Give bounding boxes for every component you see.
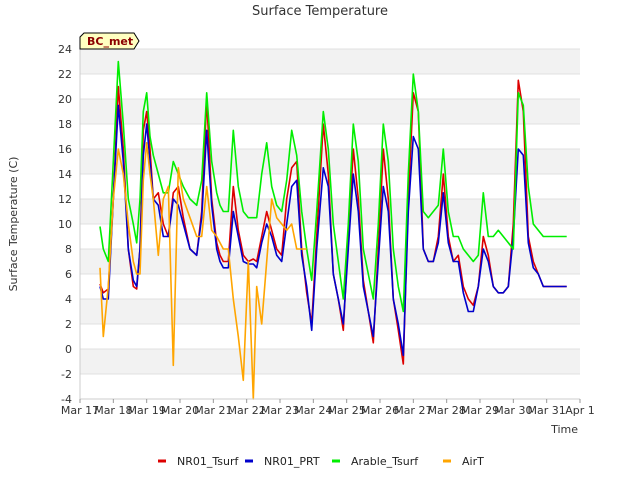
x-tick-label: Mar 17 — [61, 404, 99, 417]
x-tick-label: Apr 1 — [565, 404, 595, 417]
grid-band — [80, 124, 580, 149]
x-tick-label: Mar 27 — [394, 404, 432, 417]
y-tick-label: 4 — [65, 293, 72, 306]
legend-label: NR01_Tsurf — [177, 455, 239, 468]
legend-label: AirT — [462, 455, 484, 468]
y-tick-label: 2 — [65, 318, 72, 331]
axes — [79, 49, 580, 400]
series-layer — [99, 60, 567, 400]
chart-title: Surface Temperature — [252, 4, 388, 19]
y-tick-label: 12 — [58, 193, 72, 206]
y-tick-label: 8 — [65, 243, 72, 256]
x-tick-label: Mar 21 — [194, 404, 232, 417]
x-axis-title: Time — [550, 423, 578, 436]
y-tick-label: 24 — [58, 43, 72, 56]
plot-background-bands — [80, 49, 580, 399]
x-tick-label: Mar 28 — [428, 404, 466, 417]
grid-band — [80, 99, 580, 124]
grid-band — [80, 74, 580, 99]
x-tick-label: Mar 29 — [461, 404, 499, 417]
station-badge-box — [79, 32, 140, 50]
x-tick-label: Mar 31 — [528, 404, 566, 417]
x-tick-label: Mar 20 — [161, 404, 199, 417]
legend-label: NR01_PRT — [264, 455, 320, 468]
x-tick-label: Mar 26 — [361, 404, 399, 417]
x-tick-label: Mar 25 — [328, 404, 366, 417]
grid-band — [80, 324, 580, 349]
y-tick-label: 6 — [65, 268, 72, 281]
grid-band — [80, 299, 580, 324]
station-badge: BC_met — [79, 32, 140, 50]
x-tick-label: Mar 19 — [128, 404, 166, 417]
y-tick-label: 22 — [58, 68, 72, 81]
grid-band — [80, 349, 580, 374]
y-axis-title: Surface Temperature (C) — [7, 157, 20, 292]
grid-band — [80, 249, 580, 274]
legend-label: Arable_Tsurf — [351, 455, 419, 468]
y-tick-label: 0 — [65, 343, 72, 356]
grid-band — [80, 49, 580, 74]
series-line-airt — [99, 142, 307, 400]
grid-band — [80, 374, 580, 399]
x-tick-label: Mar 23 — [261, 404, 299, 417]
y-tick-label: 20 — [58, 93, 72, 106]
y-tick-label: 10 — [58, 218, 72, 231]
series-line-nr01-prt — [99, 104, 567, 357]
x-tick-label: Mar 22 — [228, 404, 266, 417]
x-tick-label: Mar 18 — [94, 404, 132, 417]
y-tick-label: -2 — [61, 368, 72, 381]
x-tick-label: Mar 30 — [494, 404, 532, 417]
legend: NR01_Tsurf NR01_PRT Arable_Tsurf AirT — [158, 455, 484, 468]
y-tick-label: 16 — [58, 143, 72, 156]
station-badge-label: BC_met — [87, 35, 133, 48]
y-tick-label: 18 — [58, 118, 72, 131]
y-tick-label: 14 — [58, 168, 72, 181]
grid-band — [80, 274, 580, 299]
y-tick-label: -4 — [61, 393, 72, 406]
x-tick-label: Mar 24 — [294, 404, 332, 417]
